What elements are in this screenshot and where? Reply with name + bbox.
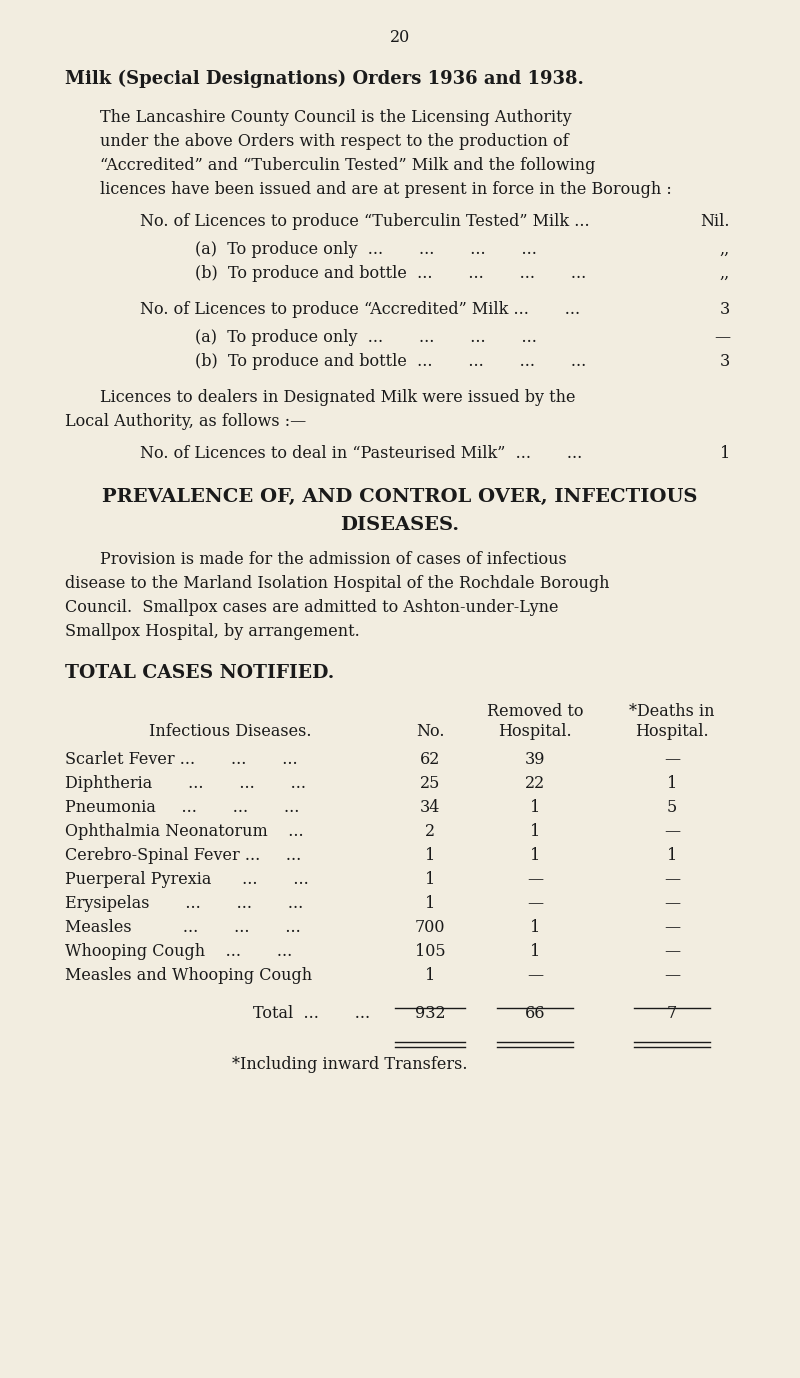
Text: No. of Licences to produce “Accredited” Milk ...       ...: No. of Licences to produce “Accredited” … [140, 300, 580, 318]
Text: ,,: ,, [720, 265, 730, 282]
Text: 932: 932 [414, 1005, 446, 1022]
Text: Smallpox Hospital, by arrangement.: Smallpox Hospital, by arrangement. [65, 623, 360, 639]
Text: (a)  To produce only  ...       ...       ...       ...: (a) To produce only ... ... ... ... [195, 241, 537, 258]
Text: Hospital.: Hospital. [498, 723, 572, 740]
Text: 25: 25 [420, 774, 440, 792]
Text: Hospital.: Hospital. [635, 723, 709, 740]
Text: 7: 7 [667, 1005, 677, 1022]
Text: 1: 1 [667, 847, 677, 864]
Text: *Deaths in: *Deaths in [630, 703, 714, 719]
Text: 34: 34 [420, 799, 440, 816]
Text: 1: 1 [530, 823, 540, 841]
Text: (b)  To produce and bottle  ...       ...       ...       ...: (b) To produce and bottle ... ... ... ..… [195, 265, 586, 282]
Text: 3: 3 [720, 300, 730, 318]
Text: 66: 66 [525, 1005, 546, 1022]
Text: —: — [664, 871, 680, 887]
Text: Ophthalmia Neonatorum    ...: Ophthalmia Neonatorum ... [65, 823, 304, 841]
Text: Provision is made for the admission of cases of infectious: Provision is made for the admission of c… [100, 551, 566, 568]
Text: —: — [664, 943, 680, 960]
Text: (b)  To produce and bottle  ...       ...       ...       ...: (b) To produce and bottle ... ... ... ..… [195, 353, 586, 371]
Text: —: — [664, 823, 680, 841]
Text: 3: 3 [720, 353, 730, 371]
Text: Measles          ...       ...       ...: Measles ... ... ... [65, 919, 301, 936]
Text: —: — [714, 329, 730, 346]
Text: 39: 39 [525, 751, 546, 768]
Text: PREVALENCE OF, AND CONTROL OVER, INFECTIOUS: PREVALENCE OF, AND CONTROL OVER, INFECTI… [102, 488, 698, 506]
Text: Whooping Cough    ...       ...: Whooping Cough ... ... [65, 943, 292, 960]
Text: 1: 1 [425, 967, 435, 984]
Text: —: — [664, 919, 680, 936]
Text: 5: 5 [667, 799, 677, 816]
Text: No.: No. [416, 723, 444, 740]
Text: 1: 1 [667, 774, 677, 792]
Text: 1: 1 [530, 847, 540, 864]
Text: 1: 1 [530, 943, 540, 960]
Text: —: — [527, 871, 543, 887]
Text: The Lancashire County Council is the Licensing Authority: The Lancashire County Council is the Lic… [100, 109, 572, 125]
Text: Diphtheria       ...       ...       ...: Diphtheria ... ... ... [65, 774, 306, 792]
Text: —: — [527, 894, 543, 912]
Text: 62: 62 [420, 751, 440, 768]
Text: Scarlet Fever ...       ...       ...: Scarlet Fever ... ... ... [65, 751, 298, 768]
Text: *Including inward Transfers.: *Including inward Transfers. [232, 1056, 468, 1073]
Text: Infectious Diseases.: Infectious Diseases. [149, 723, 311, 740]
Text: Puerperal Pyrexia      ...       ...: Puerperal Pyrexia ... ... [65, 871, 309, 887]
Text: “Accredited” and “Tuberculin Tested” Milk and the following: “Accredited” and “Tuberculin Tested” Mil… [100, 157, 595, 174]
Text: Measles and Whooping Cough: Measles and Whooping Cough [65, 967, 312, 984]
Text: disease to the Marland Isolation Hospital of the Rochdale Borough: disease to the Marland Isolation Hospita… [65, 575, 610, 593]
Text: Council.  Smallpox cases are admitted to Ashton-under-Lyne: Council. Smallpox cases are admitted to … [65, 599, 558, 616]
Text: —: — [527, 967, 543, 984]
Text: 700: 700 [414, 919, 446, 936]
Text: 1: 1 [425, 894, 435, 912]
Text: 1: 1 [425, 847, 435, 864]
Text: 1: 1 [530, 799, 540, 816]
Text: under the above Orders with respect to the production of: under the above Orders with respect to t… [100, 134, 569, 150]
Text: Milk (Special Designations) Orders 1936 and 1938.: Milk (Special Designations) Orders 1936 … [65, 70, 584, 88]
Text: Licences to dealers in Designated Milk were issued by the: Licences to dealers in Designated Milk w… [100, 389, 575, 407]
Text: DISEASES.: DISEASES. [341, 515, 459, 535]
Text: 105: 105 [414, 943, 446, 960]
Text: licences have been issued and are at present in force in the Borough :: licences have been issued and are at pre… [100, 181, 672, 198]
Text: Cerebro-Spinal Fever ...     ...: Cerebro-Spinal Fever ... ... [65, 847, 302, 864]
Text: 1: 1 [720, 445, 730, 462]
Text: —: — [664, 894, 680, 912]
Text: —: — [664, 751, 680, 768]
Text: (a)  To produce only  ...       ...       ...       ...: (a) To produce only ... ... ... ... [195, 329, 537, 346]
Text: 1: 1 [425, 871, 435, 887]
Text: 1: 1 [530, 919, 540, 936]
Text: Nil.: Nil. [701, 214, 730, 230]
Text: ,,: ,, [720, 241, 730, 258]
Text: 20: 20 [390, 29, 410, 45]
Text: Erysipelas       ...       ...       ...: Erysipelas ... ... ... [65, 894, 303, 912]
Text: TOTAL CASES NOTIFIED.: TOTAL CASES NOTIFIED. [65, 664, 334, 682]
Text: Removed to: Removed to [486, 703, 583, 719]
Text: 2: 2 [425, 823, 435, 841]
Text: No. of Licences to deal in “Pasteurised Milk”  ...       ...: No. of Licences to deal in “Pasteurised … [140, 445, 582, 462]
Text: Total  ...       ...: Total ... ... [253, 1005, 370, 1022]
Text: 22: 22 [525, 774, 545, 792]
Text: —: — [664, 967, 680, 984]
Text: Pneumonia     ...       ...       ...: Pneumonia ... ... ... [65, 799, 299, 816]
Text: Local Authority, as follows :—: Local Authority, as follows :— [65, 413, 306, 430]
Text: No. of Licences to produce “Tuberculin Tested” Milk ...: No. of Licences to produce “Tuberculin T… [140, 214, 590, 230]
